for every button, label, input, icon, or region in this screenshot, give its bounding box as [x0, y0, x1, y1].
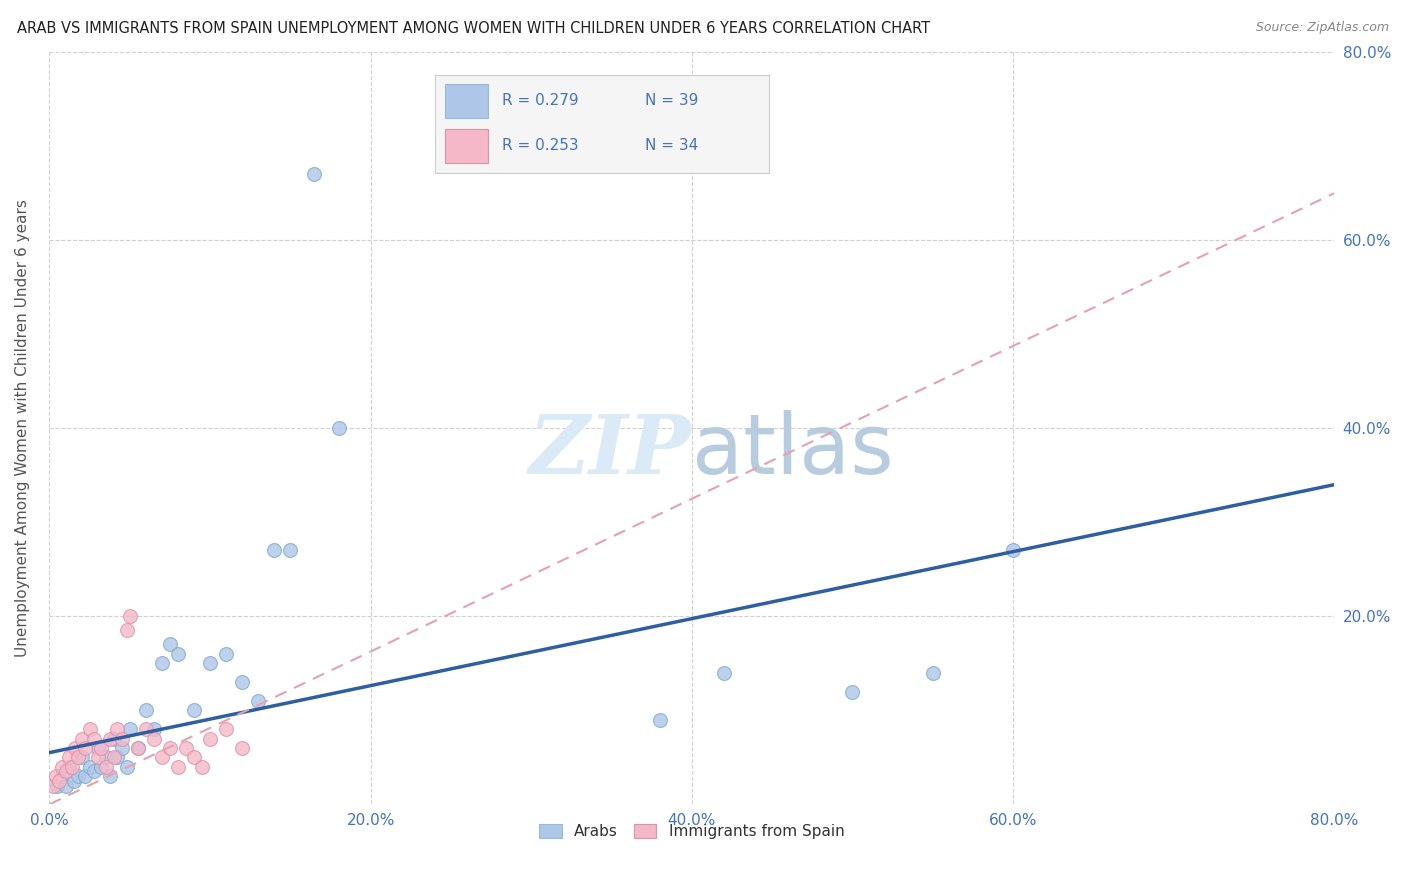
Point	[73, 740, 96, 755]
Point	[159, 740, 181, 755]
Point	[118, 722, 141, 736]
Point	[86, 740, 108, 755]
Point	[135, 703, 157, 717]
Point	[70, 750, 93, 764]
Point	[105, 750, 128, 764]
Point	[111, 731, 134, 746]
Point	[79, 722, 101, 736]
Point	[105, 722, 128, 736]
Legend: Arabs, Immigrants from Spain: Arabs, Immigrants from Spain	[533, 818, 851, 846]
Point	[67, 769, 90, 783]
Point	[174, 740, 197, 755]
Point	[198, 657, 221, 671]
Point	[63, 740, 86, 755]
Point	[58, 760, 80, 774]
Point	[142, 722, 165, 736]
Point	[67, 750, 90, 764]
Point	[159, 638, 181, 652]
Point	[100, 769, 122, 783]
Point	[115, 624, 138, 638]
Point	[48, 773, 70, 788]
Point	[86, 750, 108, 764]
Point	[115, 760, 138, 774]
Point	[70, 731, 93, 746]
Point	[135, 722, 157, 736]
Point	[94, 760, 117, 774]
Point	[103, 731, 125, 746]
Point	[62, 773, 84, 788]
Point	[83, 731, 105, 746]
Point	[127, 740, 149, 755]
Point	[46, 779, 69, 793]
Point	[90, 760, 112, 774]
Point	[111, 740, 134, 755]
Point	[247, 694, 270, 708]
Point	[142, 731, 165, 746]
Point	[215, 647, 238, 661]
Point	[83, 764, 105, 779]
Point	[198, 731, 221, 746]
Point	[648, 713, 671, 727]
Point	[51, 760, 73, 774]
Point	[45, 769, 67, 783]
Point	[41, 779, 63, 793]
Point	[60, 760, 83, 774]
Point	[55, 779, 77, 793]
Point	[231, 740, 253, 755]
Point	[51, 769, 73, 783]
Point	[79, 760, 101, 774]
Point	[100, 731, 122, 746]
Point	[58, 750, 80, 764]
Point	[183, 750, 205, 764]
Point	[167, 647, 190, 661]
Text: Source: ZipAtlas.com: Source: ZipAtlas.com	[1256, 21, 1389, 34]
Point	[921, 665, 943, 680]
Point	[118, 609, 141, 624]
Point	[328, 421, 350, 435]
Point	[90, 740, 112, 755]
Point	[841, 684, 863, 698]
Text: ZIP: ZIP	[529, 411, 692, 491]
Point	[73, 769, 96, 783]
Point	[183, 703, 205, 717]
Point	[150, 657, 173, 671]
Point	[304, 168, 326, 182]
Point	[167, 760, 190, 774]
Point	[1001, 543, 1024, 558]
Point	[231, 675, 253, 690]
Point	[94, 750, 117, 764]
Text: ARAB VS IMMIGRANTS FROM SPAIN UNEMPLOYMENT AMONG WOMEN WITH CHILDREN UNDER 6 YEA: ARAB VS IMMIGRANTS FROM SPAIN UNEMPLOYME…	[17, 21, 929, 36]
Point	[713, 665, 735, 680]
Point	[278, 543, 301, 558]
Point	[55, 764, 77, 779]
Point	[215, 722, 238, 736]
Point	[127, 740, 149, 755]
Point	[191, 760, 214, 774]
Point	[150, 750, 173, 764]
Point	[263, 543, 285, 558]
Point	[103, 750, 125, 764]
Text: atlas: atlas	[692, 410, 894, 491]
Y-axis label: Unemployment Among Women with Children Under 6 years: Unemployment Among Women with Children U…	[15, 199, 30, 657]
